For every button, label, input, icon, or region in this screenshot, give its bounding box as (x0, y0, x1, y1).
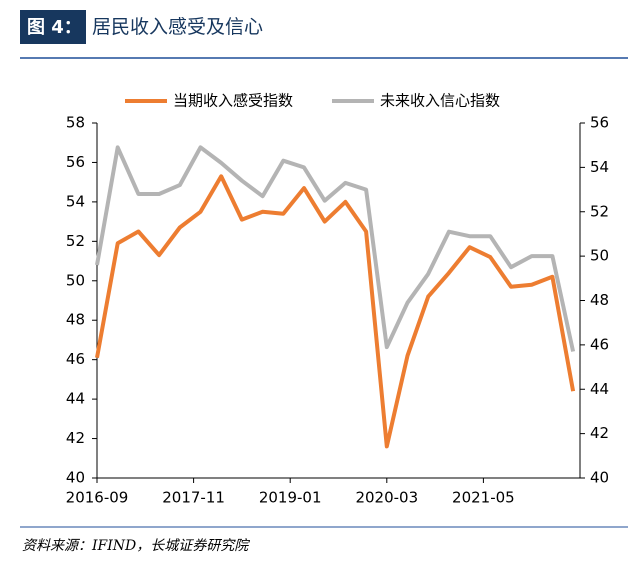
x-tick-label: 2019-01 (259, 489, 322, 507)
legend-label: 当期收入感受指数 (173, 92, 293, 110)
y2-tick-label: 46 (590, 335, 609, 353)
x-tick-label: 2020-03 (355, 489, 418, 507)
y2-tick-label: 56 (590, 114, 609, 132)
x-tick-label: 2016-09 (66, 489, 129, 507)
y-tick-label: 42 (66, 429, 85, 447)
y2-tick-label: 42 (590, 424, 609, 442)
figure-label-box (20, 10, 86, 44)
y-tick-label: 56 (66, 153, 85, 171)
y2-tick-label: 44 (590, 380, 609, 398)
y-tick-label: 54 (66, 192, 85, 210)
legend-label: 未来收入信心指数 (380, 92, 500, 110)
series-line (95, 174, 576, 449)
y2-tick-label: 52 (590, 202, 609, 220)
y2-tick-label: 50 (590, 247, 609, 265)
series-line (95, 145, 576, 352)
figure-title: 居民收入感受及信心 (92, 16, 263, 38)
y2-tick-label: 40 (590, 469, 609, 487)
y-tick-label: 58 (66, 114, 85, 132)
y-tick-label: 40 (66, 469, 85, 487)
source: 资料来源：IFIND，长城证券研究院 (22, 538, 250, 554)
y-tick-label: 50 (66, 271, 85, 289)
y-tick-label: 44 (66, 390, 85, 408)
y-tick-label: 48 (66, 311, 85, 329)
y-tick-label: 46 (66, 350, 85, 368)
x-tick-label: 2021-05 (452, 489, 515, 507)
y2-tick-label: 54 (590, 158, 609, 176)
figure-label: 图 4： (27, 17, 82, 38)
y-tick-label: 52 (66, 232, 85, 250)
y2-tick-label: 48 (590, 291, 609, 309)
x-tick-label: 2017-11 (162, 489, 225, 507)
